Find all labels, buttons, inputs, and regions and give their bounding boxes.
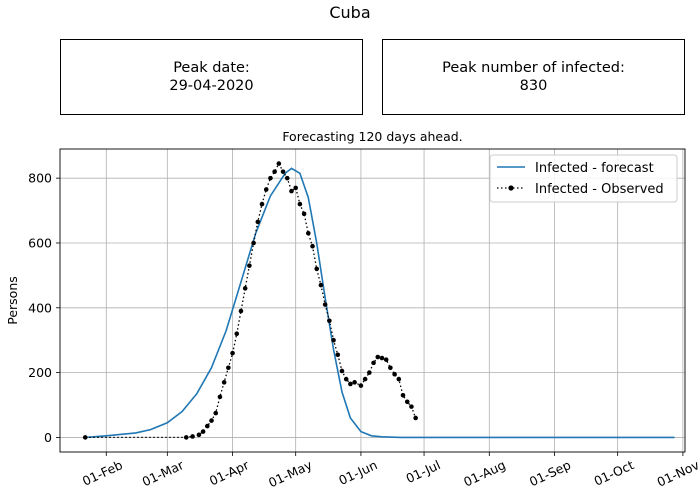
observed-point <box>263 187 269 192</box>
observed-point <box>251 240 256 246</box>
y-tick-label: 0 <box>44 430 52 445</box>
observed-point <box>272 169 277 174</box>
x-tick-label: 01-Apr <box>207 457 252 489</box>
x-tick-label: 01-May <box>266 457 315 490</box>
observed-point <box>409 404 414 409</box>
x-tick-label: 01-Mar <box>140 457 187 490</box>
observed-point <box>205 423 210 429</box>
y-tick-label: 400 <box>28 300 52 315</box>
observed-point <box>289 188 294 194</box>
legend-forecast-label: Infected - forecast <box>535 161 654 176</box>
observed-series-line <box>85 162 417 439</box>
observed-point <box>314 266 320 272</box>
observed-point <box>284 175 290 181</box>
peak-infected-box: Peak number of infected: 830 <box>382 39 685 115</box>
observed-point <box>183 435 189 440</box>
observed-point <box>383 357 389 362</box>
observed-point <box>331 337 336 343</box>
peak-infected-label: Peak number of infected: <box>442 60 625 76</box>
observed-point <box>293 185 298 191</box>
observed-point <box>339 368 345 374</box>
observed-point <box>362 376 368 382</box>
observed-point <box>400 392 406 398</box>
observed-point <box>268 175 273 181</box>
observed-point <box>352 380 357 385</box>
observed-point <box>234 331 240 337</box>
observed-point <box>322 302 328 307</box>
x-tick-label: 01-Nov <box>655 457 700 490</box>
legend-box <box>489 154 678 203</box>
observed-point <box>242 286 248 291</box>
figure-title: Cuba <box>329 3 371 22</box>
observed-point <box>200 429 206 434</box>
observed-point <box>348 381 353 387</box>
observed-point <box>388 365 393 371</box>
observed-point <box>213 410 219 416</box>
x-tick-label: 01-Jul <box>404 457 443 486</box>
peak-date-value: 29-04-2020 <box>169 78 254 94</box>
observed-point <box>318 282 324 288</box>
legend-observed-label: Infected - Observed <box>535 182 664 197</box>
observed-point <box>396 376 402 382</box>
observed-point <box>358 383 364 388</box>
observed-point <box>327 318 332 324</box>
observed-point <box>413 415 418 421</box>
observed-point <box>217 394 223 400</box>
observed-point <box>392 371 397 377</box>
observed-point <box>301 211 307 217</box>
x-tick-label: 01-Oct <box>592 457 637 489</box>
observed-point <box>371 360 376 366</box>
observed-point <box>247 263 252 268</box>
observed-point <box>255 219 261 225</box>
observed-point <box>238 308 244 314</box>
chart-subtitle: Forecasting 120 days ahead. <box>282 129 462 144</box>
observed-point <box>196 432 202 438</box>
x-tick-label: 01-Feb <box>80 457 125 489</box>
y-axis-label: Persons <box>5 276 20 325</box>
observed-point <box>209 418 214 423</box>
observed-point <box>259 201 265 207</box>
observed-point <box>280 169 286 174</box>
observed-point <box>335 352 341 358</box>
observed-point <box>82 435 88 440</box>
observed-point <box>190 434 195 439</box>
y-tick-label: 800 <box>28 171 52 186</box>
y-tick-label: 600 <box>28 235 52 250</box>
x-tick-label: 01-Aug <box>461 457 508 489</box>
observed-point <box>297 201 303 207</box>
observed-point <box>221 380 227 385</box>
forecast-series-line <box>85 167 675 439</box>
observed-point <box>226 365 231 371</box>
observed-point <box>367 370 372 375</box>
observed-point <box>343 376 349 382</box>
y-tick-label: 200 <box>28 365 52 380</box>
observed-point <box>230 350 235 356</box>
legend-observed-marker <box>508 185 514 191</box>
legend: Infected - forecast Infected - Observed <box>489 154 678 203</box>
observed-point <box>379 355 385 361</box>
peak-infected-value: 830 <box>519 78 548 94</box>
observed-point <box>276 161 282 166</box>
x-tick-label: 01-Jun <box>336 457 379 488</box>
observed-point <box>306 230 311 236</box>
peak-date-label: Peak date: <box>173 60 250 76</box>
observed-point <box>404 399 410 405</box>
x-tick-label: 01-Sep <box>527 457 573 489</box>
observed-point <box>310 243 315 249</box>
plot-frame <box>59 148 686 453</box>
peak-date-box: Peak date: 29-04-2020 <box>60 39 363 115</box>
observed-point <box>375 354 381 360</box>
